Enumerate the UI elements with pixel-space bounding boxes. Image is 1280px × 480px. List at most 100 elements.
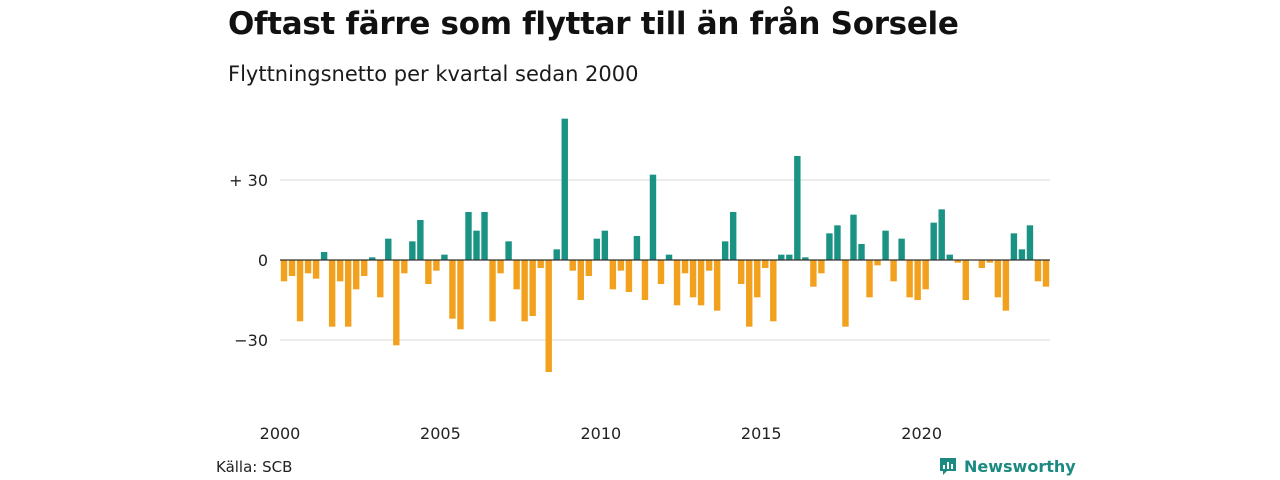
- bar: [882, 230, 889, 260]
- brand-logo: Newsworthy: [938, 456, 1076, 476]
- bar: [1026, 225, 1034, 260]
- bar: [441, 254, 448, 260]
- bar: [866, 260, 873, 298]
- x-tick-label: 2010: [580, 424, 621, 443]
- y-tick-label: + 30: [229, 171, 268, 190]
- bar: [721, 241, 729, 260]
- bar: [296, 260, 304, 322]
- bar: [826, 233, 833, 260]
- bar: [770, 260, 777, 322]
- bar: [954, 260, 961, 263]
- bar: [601, 230, 609, 260]
- bar: [794, 156, 801, 260]
- bar: [449, 260, 456, 319]
- bar: [393, 260, 400, 346]
- bar: [1034, 260, 1042, 282]
- bar: [762, 260, 769, 268]
- bar: [529, 260, 536, 316]
- bar: [858, 244, 865, 260]
- x-tick-label: 2020: [901, 424, 942, 443]
- bar: [553, 249, 560, 260]
- chart-title: Oftast färre som flyttar till än från So…: [228, 6, 959, 42]
- bar: [433, 260, 440, 271]
- bar: [545, 260, 552, 372]
- bar: [697, 260, 705, 306]
- bar: [377, 260, 384, 298]
- bar: [874, 260, 881, 266]
- y-tick-label: 0: [258, 251, 268, 270]
- bar: [914, 260, 921, 300]
- bar: [561, 118, 568, 261]
- bar: [625, 260, 633, 292]
- bar: [906, 260, 913, 298]
- bar: [633, 236, 641, 260]
- bar: [1042, 260, 1050, 287]
- bar: [818, 260, 825, 274]
- bar: [537, 260, 544, 268]
- bar: [673, 260, 681, 306]
- bar: [457, 260, 464, 330]
- bar: [810, 260, 817, 287]
- chart-bubble-icon: [940, 458, 956, 475]
- bar: [344, 260, 352, 327]
- bar: [569, 260, 576, 271]
- bar: [417, 220, 424, 260]
- bar: [489, 260, 496, 322]
- bar: [681, 260, 689, 274]
- bar: [994, 260, 1002, 298]
- bar: [481, 212, 488, 260]
- bar: [369, 257, 376, 260]
- bar: [280, 260, 288, 282]
- bar: [641, 260, 649, 300]
- bar: [705, 260, 713, 271]
- bar: [898, 238, 905, 260]
- x-tick-label: 2005: [420, 424, 461, 443]
- bar: [986, 260, 994, 263]
- bar: [609, 260, 617, 290]
- bar: [778, 254, 785, 260]
- bar: [361, 260, 368, 276]
- brand-name: Newsworthy: [964, 456, 1076, 476]
- bar: [336, 260, 344, 282]
- bar: [593, 238, 601, 260]
- bar: [713, 260, 721, 311]
- bar: [352, 260, 360, 290]
- bar: [737, 260, 745, 284]
- bar: [1018, 249, 1026, 260]
- bar: [1002, 260, 1010, 311]
- bar: [786, 254, 793, 260]
- bar: [401, 260, 408, 274]
- bar: [617, 260, 625, 271]
- bar: [946, 254, 953, 260]
- bar: [425, 260, 432, 284]
- bar: [585, 260, 593, 276]
- bar: [288, 260, 296, 276]
- bar: [521, 260, 528, 322]
- bar: [930, 222, 937, 260]
- bar: [649, 174, 657, 260]
- bar: [505, 241, 512, 260]
- bar: [465, 212, 472, 260]
- bar: [746, 260, 753, 327]
- bar: [657, 260, 665, 284]
- bar: [834, 225, 841, 260]
- x-tick-label: 2000: [260, 424, 301, 443]
- bar: [850, 214, 857, 260]
- bar: [938, 209, 945, 260]
- bar: [513, 260, 520, 290]
- bar: [328, 260, 336, 327]
- bar: [473, 230, 480, 260]
- bar: [385, 238, 392, 260]
- bar: [497, 260, 504, 274]
- bar: [962, 260, 969, 300]
- bar: [304, 260, 312, 274]
- bar: [312, 260, 320, 279]
- bar: [320, 252, 328, 260]
- bar: [689, 260, 697, 298]
- bar: [922, 260, 929, 290]
- bar: [665, 254, 673, 260]
- bar: [1010, 233, 1018, 260]
- bar: [842, 260, 849, 327]
- bar: [802, 257, 809, 260]
